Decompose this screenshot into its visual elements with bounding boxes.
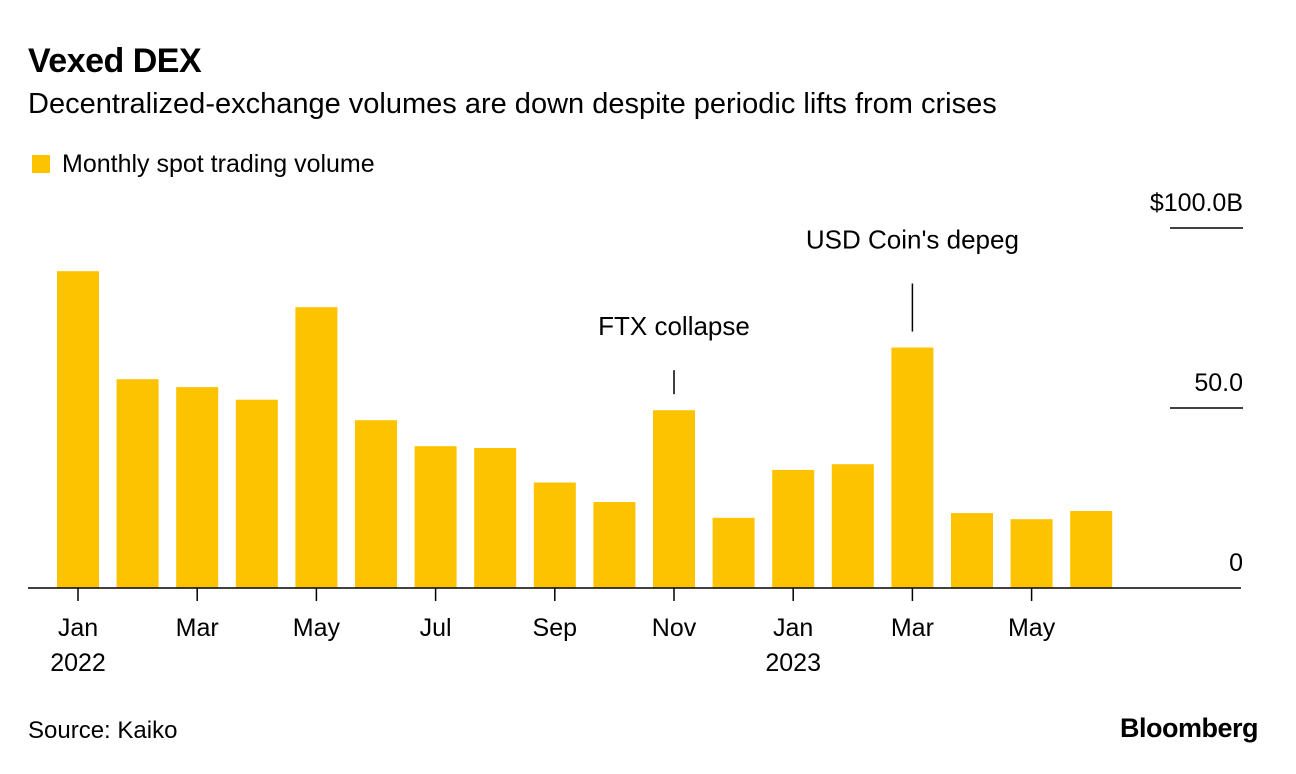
x-tick-label: Nov (652, 614, 697, 642)
bar (57, 271, 99, 588)
source-note: Source: Kaiko (28, 717, 178, 744)
y-tick-label: $100.0B (1150, 189, 1243, 217)
chart-title: Vexed DEX (28, 42, 202, 80)
bar (951, 513, 993, 588)
x-tick-label: Jan (773, 614, 813, 642)
bar (355, 420, 397, 588)
bar (414, 446, 457, 588)
y-tick-label: 50.0 (1194, 369, 1243, 397)
bar (235, 399, 278, 588)
bar (176, 387, 219, 588)
legend-swatch (32, 155, 50, 173)
annotation-label: FTX collapse (598, 311, 750, 341)
bar (772, 469, 815, 588)
annotation-label: USD Coin's depeg (806, 225, 1019, 255)
bar (533, 482, 576, 588)
bar (891, 347, 934, 588)
annotations-group: FTX collapse USD Coin's depeg (598, 225, 1019, 395)
y-tick-label: 0 (1229, 549, 1243, 577)
x-tick-label: Mar (176, 614, 219, 642)
x-axis-group: Jan 2022 Mar May Jul Sep Nov Jan 2023 Mar May (28, 587, 1241, 677)
bar (831, 464, 874, 588)
x-tick-label: May (293, 614, 341, 642)
bar (593, 502, 636, 588)
x-tick-label: Jul (420, 614, 452, 642)
bar (1010, 519, 1053, 588)
chart-subtitle: Decentralized-exchange volumes are down … (28, 88, 997, 120)
legend: Monthly spot trading volume (32, 149, 375, 179)
y-axis-group: 0 50.0 $100.0B (1150, 189, 1243, 577)
bar (474, 448, 517, 588)
x-tick-label: Sep (533, 614, 577, 642)
bloomberg-logo: Bloomberg (1119, 713, 1259, 743)
x-tick-label: Jan (58, 614, 98, 642)
x-tick-year-label: 2023 (765, 649, 821, 677)
legend-label: Monthly spot trading volume (62, 150, 375, 178)
x-tick-label: May (1008, 614, 1056, 642)
bars-group (57, 271, 1113, 588)
bar (653, 410, 695, 588)
x-tick-year-label: 2022 (50, 649, 106, 677)
bar (712, 517, 755, 588)
x-tick-label: Mar (891, 614, 934, 642)
bar (1070, 511, 1113, 588)
bar (116, 379, 159, 588)
bar (295, 307, 338, 588)
